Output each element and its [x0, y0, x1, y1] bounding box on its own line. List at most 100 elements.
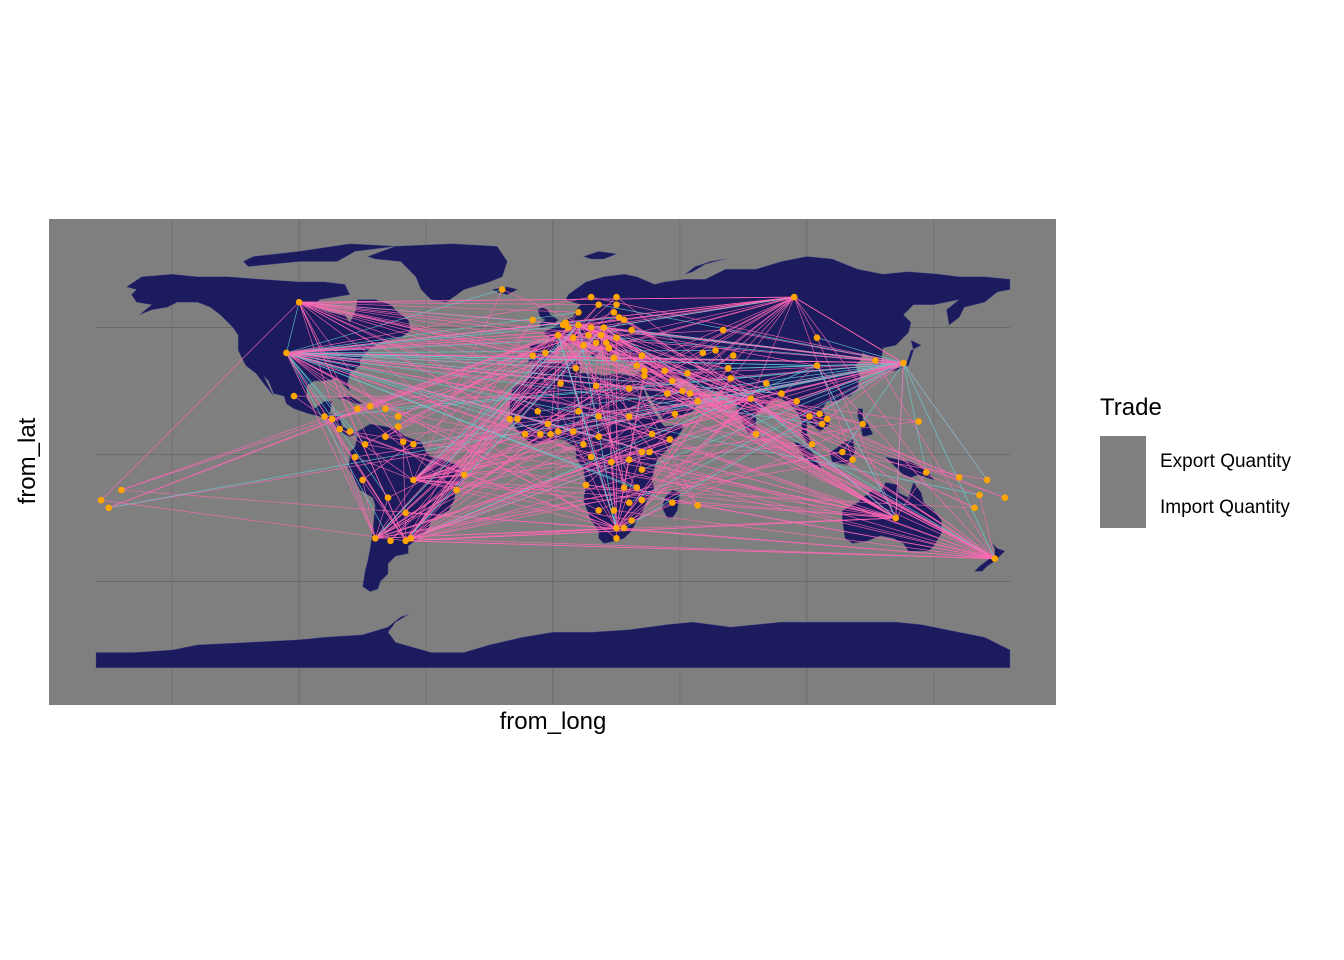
- trade-point: [613, 301, 620, 309]
- trade-point: [638, 352, 646, 359]
- trade-point: [514, 415, 521, 423]
- import-route-line: [286, 352, 752, 399]
- import-route-line: [687, 362, 904, 374]
- trade-point: [544, 420, 552, 428]
- import-route-line: [809, 416, 996, 559]
- trade-point: [613, 524, 620, 532]
- import-route-line: [557, 334, 699, 506]
- import-route-line: [299, 296, 795, 303]
- trade-point: [290, 392, 298, 400]
- trade-point: [580, 342, 587, 349]
- import-route-line: [631, 398, 752, 521]
- import-route-line: [816, 337, 897, 519]
- import-route-line: [413, 479, 632, 521]
- import-route-line: [405, 433, 541, 542]
- import-route-line: [560, 324, 579, 384]
- import-route-line: [299, 301, 579, 313]
- trade-point: [628, 326, 635, 334]
- trade-point: [646, 448, 653, 456]
- import-route-line: [286, 352, 371, 407]
- import-route-line: [616, 527, 995, 559]
- trade-point: [346, 428, 354, 435]
- trade-point: [699, 349, 707, 357]
- import-route-line: [413, 479, 975, 509]
- import-route-line: [793, 296, 927, 473]
- import-route-line: [616, 296, 795, 529]
- legend-key-export: [1100, 436, 1146, 482]
- export-route-line: [903, 363, 927, 473]
- export-route-line: [578, 324, 617, 529]
- import-route-line: [405, 451, 843, 542]
- x-axis-title: from_long: [499, 708, 607, 735]
- import-route-line: [299, 301, 645, 372]
- export-route-line: [286, 352, 980, 496]
- import-route-line: [575, 367, 995, 559]
- import-route-line: [298, 301, 617, 539]
- export-route-line: [550, 362, 904, 435]
- import-route-line: [298, 301, 404, 443]
- trade-point: [628, 517, 635, 524]
- trade-point: [382, 433, 389, 441]
- export-route-line: [598, 304, 904, 364]
- import-route-line: [557, 334, 995, 559]
- trade-point: [605, 344, 613, 352]
- trade-point: [575, 321, 582, 329]
- export-route-line: [375, 324, 579, 539]
- trade-point: [684, 370, 691, 377]
- trade-point: [763, 380, 770, 387]
- import-route-line: [354, 398, 752, 458]
- trade-point: [587, 453, 595, 461]
- trade-point: [806, 413, 813, 420]
- trade-point: [595, 413, 602, 420]
- trade-point: [661, 367, 668, 375]
- import-route-line: [793, 296, 904, 364]
- import-route-line: [616, 362, 904, 529]
- trade-point: [694, 397, 701, 405]
- import-route-line: [598, 327, 605, 417]
- trade-point: [615, 314, 623, 321]
- trade-point: [295, 298, 303, 306]
- import-route-line: [616, 398, 752, 529]
- legend-title: Trade: [1100, 394, 1162, 421]
- import-route-line: [557, 334, 653, 435]
- export-route-line: [286, 302, 300, 353]
- trade-point: [537, 430, 544, 438]
- trade-point: [813, 334, 821, 342]
- import-route-line: [385, 296, 795, 410]
- import-route-line: [578, 324, 630, 503]
- trade-point: [361, 441, 369, 448]
- import-route-line: [629, 459, 896, 519]
- import-route-line: [286, 327, 604, 354]
- trade-point: [613, 293, 620, 301]
- trade-point: [664, 390, 671, 397]
- trade-point: [620, 316, 628, 324]
- import-route-line: [557, 334, 896, 519]
- import-route-line: [374, 497, 389, 539]
- trade-point: [625, 413, 633, 420]
- land-arctic-islands: [242, 243, 396, 267]
- trade-point: [587, 324, 595, 331]
- import-route-line: [598, 416, 995, 559]
- trade-point: [582, 481, 590, 489]
- trade-points: [97, 286, 1009, 562]
- trade-point: [587, 293, 595, 301]
- trade-point: [610, 354, 618, 362]
- trade-point: [610, 507, 618, 514]
- export-route-line: [816, 337, 904, 364]
- trade-point: [407, 535, 415, 542]
- trade-point: [595, 301, 602, 309]
- export-route-line: [750, 398, 897, 519]
- legend-key-import: [1100, 482, 1146, 528]
- trade-point: [641, 367, 648, 375]
- import-route-line: [390, 324, 579, 542]
- import-route-line: [618, 317, 995, 559]
- trade-point: [976, 491, 983, 499]
- trade-point: [613, 334, 620, 342]
- export-route-line: [286, 352, 637, 366]
- export-route-line: [603, 327, 996, 559]
- import-route-line: [331, 418, 376, 539]
- trade-point: [625, 499, 633, 507]
- trade-point: [633, 362, 641, 369]
- import-route-line: [603, 327, 625, 488]
